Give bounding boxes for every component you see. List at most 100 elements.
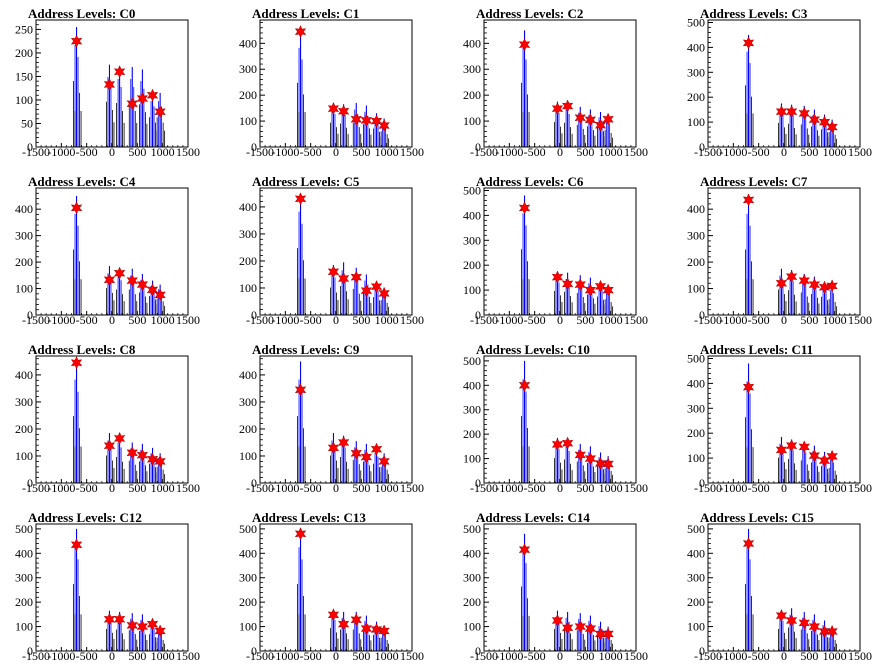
peak-marker — [294, 527, 307, 541]
peak-marker — [518, 543, 531, 557]
peak-marker — [154, 454, 166, 468]
x-tick-label: 1500 — [624, 649, 648, 663]
peak-marker — [518, 38, 531, 52]
peak-marker — [818, 624, 831, 639]
histogram-svg: Address Levels: C5 0 100 200 300 400 -1500-100… — [239, 174, 424, 327]
peak-marker — [602, 457, 614, 471]
x-tick-label: 0 — [557, 649, 563, 663]
histogram-svg: Address Levels: C13 0 100 200 300 400 500 -1500… — [239, 510, 424, 663]
y-tick-label: 500 — [463, 522, 481, 536]
peak-marker — [785, 105, 798, 119]
x-tick-label: 1500 — [176, 145, 200, 159]
x-tick-label: 500 — [576, 145, 594, 159]
peak-spike — [297, 361, 306, 483]
x-tick-label: 500 — [128, 145, 146, 159]
x-tick-label: 1500 — [624, 313, 648, 327]
y-tick-label: 500 — [239, 522, 257, 536]
peak-marker — [826, 624, 838, 639]
histogram-panel: Address Levels: C9 0 100 200 300 400 -1500 -100… — [224, 336, 448, 504]
x-tick-label: -1500 — [246, 481, 274, 495]
x-tick-label: -1500 — [22, 649, 50, 663]
peak-marker — [146, 88, 159, 102]
peak-spike — [106, 266, 115, 315]
x-tick-label: 0 — [333, 145, 339, 159]
peak-spike — [138, 443, 148, 483]
peak-spike — [138, 69, 148, 147]
histogram-panel: Address Levels: C5 0 100 200 300 400 -1500 -100… — [224, 168, 448, 336]
x-tick-label: -1500 — [246, 649, 274, 663]
peak-marker — [775, 105, 788, 119]
y-tick-label: 200 — [15, 46, 33, 60]
x-tick-label: -1000 — [271, 313, 299, 327]
x-tick-label: 500 — [800, 481, 818, 495]
peak-marker — [350, 112, 362, 126]
peak-marker — [594, 456, 607, 471]
peak-marker — [146, 452, 159, 466]
peak-spike — [149, 92, 158, 147]
peak-marker — [337, 435, 350, 450]
x-tick-label: -1500 — [246, 145, 274, 159]
peak-marker — [70, 201, 83, 215]
peak-marker — [70, 356, 83, 370]
peak-marker — [113, 266, 126, 280]
x-tick-label: 500 — [352, 481, 370, 495]
plot-frame — [259, 523, 413, 652]
plot-frame — [483, 355, 637, 484]
peak-marker — [113, 65, 126, 79]
x-tick-label: 0 — [557, 481, 563, 495]
y-tick-label: 0 — [251, 644, 257, 658]
peak-spike — [800, 273, 810, 315]
y-tick-label: 200 — [239, 422, 257, 436]
y-tick-label: 300 — [15, 395, 33, 409]
peak-marker — [360, 284, 373, 298]
y-tick-label: 200 — [463, 595, 481, 609]
plot-frame — [35, 523, 189, 652]
y-tick-label: 200 — [463, 258, 481, 272]
y-tick-label: 400 — [463, 208, 481, 222]
x-tick-label: -1000 — [47, 649, 75, 663]
peak-marker — [126, 446, 138, 460]
y-tick-label: 500 — [463, 354, 481, 368]
y-tick-label: 200 — [687, 255, 705, 269]
x-tick-label: 0 — [109, 313, 115, 327]
x-tick-label: 0 — [333, 649, 339, 663]
plot-frame — [483, 187, 637, 316]
histogram-panel: Address Levels: C4 0 100 200 300 400 -1500 -100… — [0, 168, 224, 336]
plot-frame — [483, 19, 637, 148]
y-tick-label: 200 — [687, 426, 705, 440]
x-tick-label: -1000 — [719, 481, 747, 495]
x-tick-label: -500 — [748, 649, 770, 663]
x-tick-label: 0 — [557, 145, 563, 159]
x-tick-label: 1000 — [823, 313, 847, 327]
x-tick-label: 500 — [128, 313, 146, 327]
peak-marker — [126, 97, 138, 111]
y-tick-label: 100 — [239, 620, 257, 634]
peak-spike — [745, 34, 754, 147]
peak-spike — [340, 435, 349, 483]
peak-marker — [154, 105, 166, 119]
x-tick-label: 1000 — [599, 313, 623, 327]
x-tick-label: 0 — [109, 481, 115, 495]
x-tick-label: -500 — [524, 313, 546, 327]
panel-title: Address Levels: C2 — [476, 6, 583, 21]
x-tick-label: -500 — [76, 145, 98, 159]
x-tick-label: 500 — [576, 649, 594, 663]
peak-spike — [106, 64, 115, 147]
y-tick-label: 0 — [699, 476, 705, 490]
peak-marker — [602, 283, 614, 297]
panel-title: Address Levels: C0 — [28, 6, 135, 21]
peak-marker — [337, 271, 350, 286]
y-tick-label: 100 — [463, 620, 481, 634]
peak-marker — [785, 613, 798, 628]
y-tick-label: 400 — [463, 36, 481, 50]
x-tick-label: -500 — [76, 313, 98, 327]
histogram-panel: Address Levels: C7 0 100 200 300 400 -1500 -100… — [672, 168, 896, 336]
y-tick-label: 400 — [463, 378, 481, 392]
x-tick-label: -1500 — [22, 313, 50, 327]
peak-marker — [337, 104, 350, 118]
x-tick-label: -500 — [748, 481, 770, 495]
y-tick-label: 100 — [15, 449, 33, 463]
x-tick-label: -1000 — [271, 649, 299, 663]
peak-marker — [360, 113, 373, 127]
peak-spike — [586, 615, 596, 651]
